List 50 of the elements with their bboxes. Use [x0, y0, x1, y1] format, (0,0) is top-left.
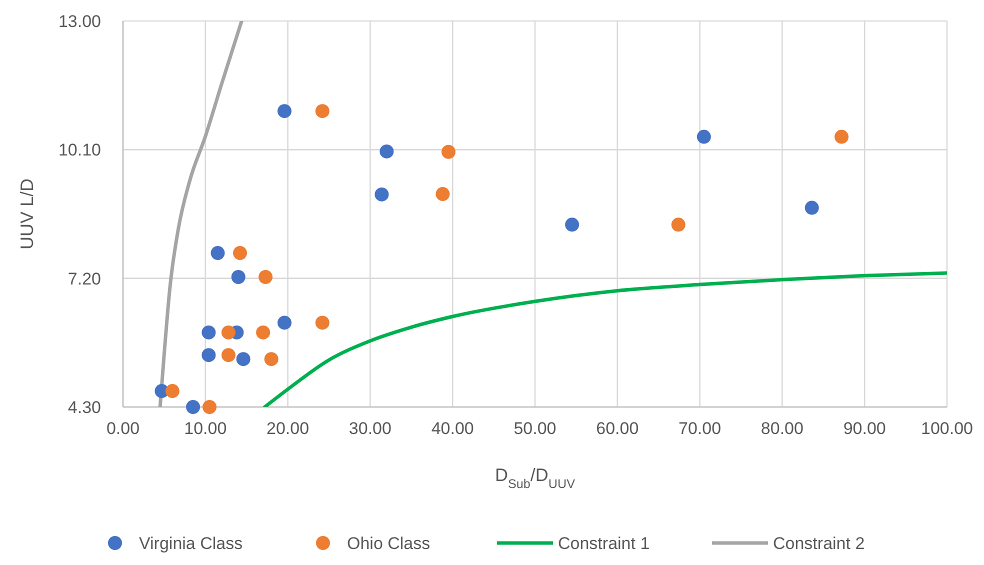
point	[256, 325, 270, 340]
point	[233, 246, 248, 260]
point	[565, 218, 580, 232]
line-series	[262, 271, 947, 407]
legend-label: Constraint 1	[558, 534, 650, 553]
point	[441, 144, 456, 159]
x-tick-label: 10.00	[184, 419, 227, 438]
x-axis-title: D$_{Sub}$/D$_{UUV}$	[494, 465, 576, 491]
x-tick-label: 20.00	[266, 419, 310, 438]
legend-label: Virginia Class	[139, 534, 243, 553]
x-tick-label: 80.00	[760, 419, 804, 438]
point	[374, 187, 389, 202]
point	[236, 352, 250, 366]
y-axis-title: UUV L/D	[17, 178, 37, 250]
x-tick-label: 70.00	[678, 419, 722, 438]
y-tick-label: 7.20	[68, 269, 101, 288]
x-tick-label: 0.00	[106, 419, 140, 438]
point	[315, 104, 330, 118]
x-tick-label: 40.00	[431, 419, 474, 438]
point	[221, 325, 236, 340]
point	[671, 218, 686, 232]
point	[165, 384, 180, 398]
x-tick-label: 100.00	[921, 419, 973, 438]
point	[186, 400, 200, 414]
point	[202, 325, 216, 340]
y-tick-label: 10.10	[58, 140, 101, 160]
point	[278, 104, 292, 118]
point	[278, 316, 292, 330]
point	[834, 130, 849, 144]
point	[258, 270, 273, 284]
point	[264, 352, 278, 366]
point	[202, 400, 217, 414]
x-tick-label: 50.00	[514, 419, 556, 438]
point	[202, 348, 216, 362]
x-tick-label: 60.00	[596, 419, 639, 438]
x-tick-label: 30.00	[348, 419, 392, 438]
line-series	[158, 21, 244, 407]
point	[804, 200, 819, 215]
point	[231, 270, 246, 284]
x-tick-label: 90.00	[843, 419, 886, 438]
legend-label: Constraint 2	[773, 534, 865, 553]
y-tick-label: 4.30	[68, 398, 101, 417]
y-tick-label: 13.00	[58, 12, 101, 31]
point	[696, 130, 711, 144]
point	[380, 144, 394, 158]
legend-label: Ohio Class	[347, 534, 430, 553]
point	[315, 316, 330, 330]
point	[210, 246, 225, 260]
point	[436, 187, 450, 202]
point	[221, 348, 236, 362]
